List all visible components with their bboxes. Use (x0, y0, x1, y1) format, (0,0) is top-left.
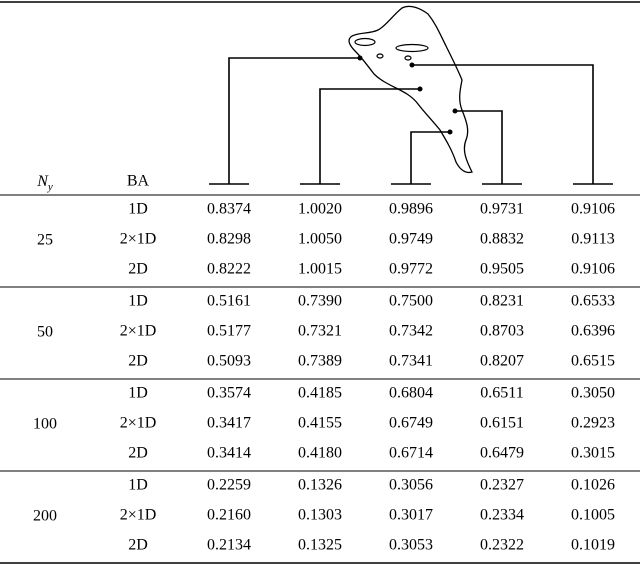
ba-value: 2×1D (120, 415, 157, 432)
ba-value: 2D (128, 353, 148, 370)
cell-value: 0.2327 (480, 477, 524, 494)
ny-header-sub: y (47, 181, 53, 193)
cell-value: 0.8374 (207, 201, 251, 218)
ny-value: 200 (33, 508, 57, 525)
cell-value: 0.1325 (298, 537, 342, 554)
cell-value: 0.3417 (207, 415, 251, 432)
cell-value: 0.6749 (389, 415, 433, 432)
ba-value: 1D (128, 293, 148, 310)
cell-value: 0.2259 (207, 477, 251, 494)
ba-value: 2D (128, 537, 148, 554)
cell-value: 0.8222 (207, 261, 251, 278)
cell-value: 0.3050 (571, 385, 615, 402)
cell-value: 1.0020 (298, 201, 342, 218)
cell-value: 0.9749 (389, 231, 433, 248)
cell-value: 0.3053 (389, 537, 433, 554)
cell-value: 0.6479 (480, 445, 524, 462)
cell-value: 0.9731 (480, 201, 524, 218)
cell-value: 0.8832 (480, 231, 524, 248)
cell-value: 0.7321 (298, 323, 342, 340)
cell-value: 0.7390 (298, 293, 342, 310)
cell-value: 0.4185 (298, 385, 342, 402)
cell-value: 0.1005 (571, 507, 615, 524)
cell-value: 0.3017 (389, 507, 433, 524)
cell-value: 0.2923 (571, 415, 615, 432)
cell-value: 0.3414 (207, 445, 251, 462)
map-diagram (209, 5, 613, 185)
cell-value: 1.0015 (298, 261, 342, 278)
cell-value: 0.9106 (571, 201, 615, 218)
cell-value: 1.0050 (298, 231, 342, 248)
cell-value: 0.1303 (298, 507, 342, 524)
ny-value: 50 (37, 324, 53, 341)
cell-value: 0.2134 (207, 537, 251, 554)
ny-value: 25 (37, 232, 53, 249)
cell-value: 0.7389 (298, 353, 342, 370)
cell-value: 0.9505 (480, 261, 524, 278)
cell-value: 0.1026 (571, 477, 615, 494)
cell-value: 0.9113 (571, 231, 614, 248)
ba-value: 1D (128, 201, 148, 218)
ba-value: 1D (128, 385, 148, 402)
cell-value: 0.4180 (298, 445, 342, 462)
cell-value: 0.6515 (571, 353, 615, 370)
cell-value: 0.9772 (389, 261, 433, 278)
cell-value: 0.2160 (207, 507, 251, 524)
cell-value: 0.5093 (207, 353, 251, 370)
cell-value: 0.3015 (571, 445, 615, 462)
cell-value: 0.3574 (207, 385, 251, 402)
cell-value: 0.9106 (571, 261, 615, 278)
cell-value: 0.7341 (389, 353, 433, 370)
ba-value: 2×1D (120, 507, 157, 524)
cell-value: 0.8703 (480, 323, 524, 340)
cell-value: 0.6511 (480, 385, 523, 402)
cell-value: 0.3056 (389, 477, 433, 494)
ba-value: 1D (128, 477, 148, 494)
ba-value: 2×1D (120, 231, 157, 248)
ba-value: 2D (128, 261, 148, 278)
cell-value: 0.8207 (480, 353, 524, 370)
cell-value: 0.4155 (298, 415, 342, 432)
cell-value: 0.1326 (298, 477, 342, 494)
ny-header: Ny (36, 173, 53, 193)
ba-value: 2D (128, 445, 148, 462)
ny-header-main: N (36, 173, 49, 190)
cell-value: 0.6804 (389, 385, 433, 402)
cell-value: 0.5177 (207, 323, 251, 340)
cell-value: 0.8298 (207, 231, 251, 248)
cell-value: 0.7342 (389, 323, 433, 340)
cell-value: 0.6151 (480, 415, 524, 432)
cell-value: 0.5161 (207, 293, 251, 310)
ny-value: 100 (33, 416, 57, 433)
cell-value: 0.6714 (389, 445, 433, 462)
cell-value: 0.9896 (389, 201, 433, 218)
cell-value: 0.2334 (480, 507, 524, 524)
cell-value: 0.2322 (480, 537, 524, 554)
ba-value: 2×1D (120, 323, 157, 340)
cell-value: 0.7500 (389, 293, 433, 310)
cell-value: 0.6533 (571, 293, 615, 310)
cell-value: 0.8231 (480, 293, 524, 310)
cell-value: 0.6396 (571, 323, 615, 340)
ba-header: BA (127, 173, 150, 190)
cell-value: 0.1019 (571, 537, 615, 554)
